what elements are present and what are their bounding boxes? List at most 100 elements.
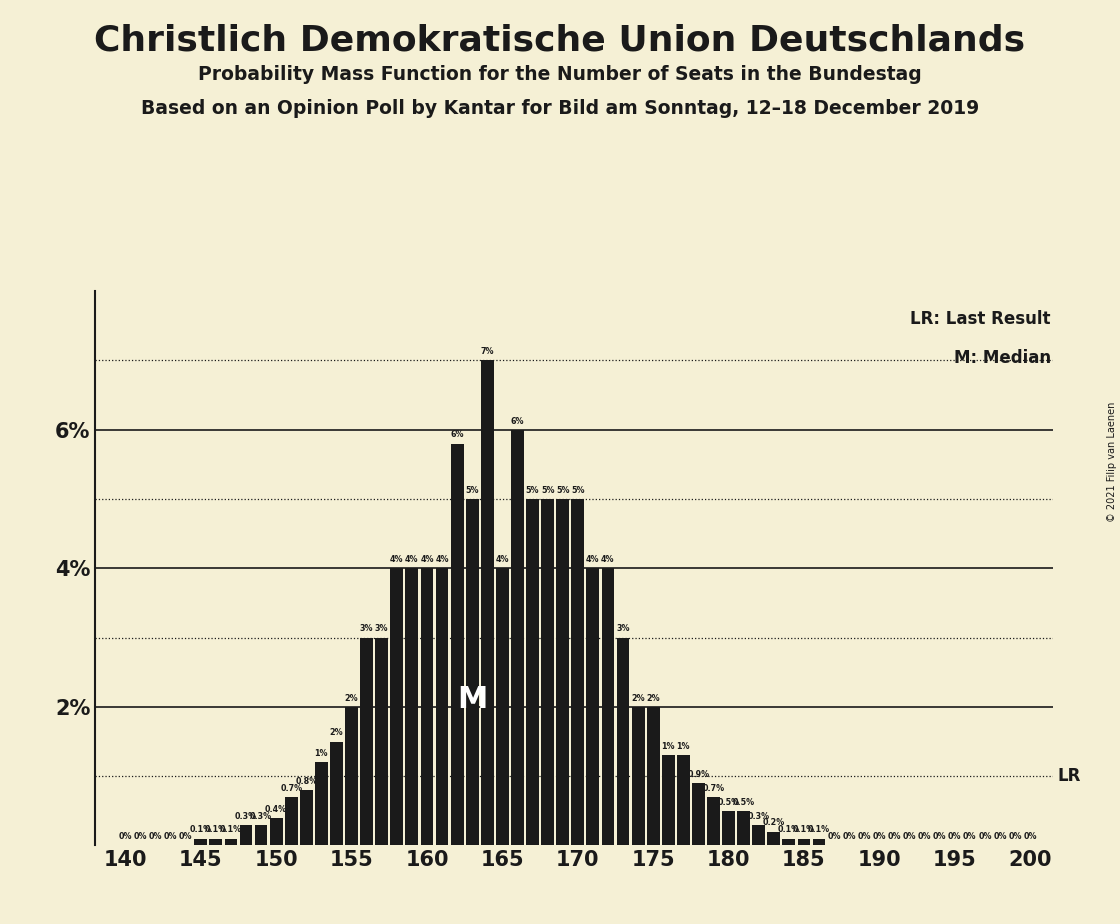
Text: 0.2%: 0.2% — [763, 819, 785, 828]
Text: 0.3%: 0.3% — [748, 811, 769, 821]
Text: Christlich Demokratische Union Deutschlands: Christlich Demokratische Union Deutschla… — [94, 23, 1026, 57]
Text: Based on an Opinion Poll by Kantar for Bild am Sonntag, 12–18 December 2019: Based on an Opinion Poll by Kantar for B… — [141, 99, 979, 118]
Text: 3%: 3% — [616, 625, 629, 634]
Text: 0%: 0% — [933, 833, 946, 841]
Bar — [692, 784, 704, 845]
Bar — [722, 811, 735, 845]
Text: 0%: 0% — [842, 833, 856, 841]
Bar — [315, 762, 328, 845]
Bar — [587, 568, 599, 845]
Text: LR: Last Result: LR: Last Result — [911, 310, 1051, 328]
Text: 6%: 6% — [511, 417, 524, 425]
Bar — [240, 824, 252, 845]
Text: 0.1%: 0.1% — [793, 825, 815, 834]
Bar — [391, 568, 403, 845]
Text: 0%: 0% — [963, 833, 977, 841]
Text: 0.3%: 0.3% — [250, 811, 272, 821]
Text: 0%: 0% — [133, 833, 147, 841]
Bar — [601, 568, 615, 845]
Text: M: M — [457, 686, 487, 714]
Text: LR: LR — [1057, 767, 1081, 785]
Bar — [330, 741, 343, 845]
Bar — [646, 707, 660, 845]
Bar — [450, 444, 464, 845]
Text: 3%: 3% — [360, 625, 373, 634]
Bar — [737, 811, 750, 845]
Text: 0.5%: 0.5% — [718, 797, 739, 807]
Text: 0.1%: 0.1% — [777, 825, 800, 834]
Bar — [707, 796, 720, 845]
Text: 0.1%: 0.1% — [220, 825, 242, 834]
Bar — [254, 824, 268, 845]
Text: 0.8%: 0.8% — [296, 777, 317, 785]
Text: 2%: 2% — [646, 694, 660, 702]
Bar — [571, 499, 585, 845]
Bar — [541, 499, 554, 845]
Bar — [753, 824, 765, 845]
Text: 4%: 4% — [420, 555, 433, 564]
Text: 0.1%: 0.1% — [808, 825, 830, 834]
Text: 0%: 0% — [119, 833, 132, 841]
Text: 1%: 1% — [315, 749, 328, 758]
Text: 3%: 3% — [375, 625, 389, 634]
Text: 0.1%: 0.1% — [189, 825, 212, 834]
Text: 4%: 4% — [436, 555, 449, 564]
Bar — [557, 499, 569, 845]
Bar — [361, 638, 373, 845]
Bar — [195, 839, 207, 845]
Text: 2%: 2% — [329, 728, 344, 737]
Bar — [466, 499, 478, 845]
Bar — [375, 638, 389, 845]
Bar — [767, 832, 781, 845]
Bar — [496, 568, 508, 845]
Text: © 2021 Filip van Laenen: © 2021 Filip van Laenen — [1107, 402, 1117, 522]
Text: 0%: 0% — [888, 833, 902, 841]
Text: 0%: 0% — [903, 833, 916, 841]
Text: 6%: 6% — [450, 431, 464, 439]
Text: 7%: 7% — [480, 347, 494, 356]
Text: 1%: 1% — [676, 742, 690, 751]
Bar — [300, 790, 312, 845]
Text: 1%: 1% — [662, 742, 675, 751]
Text: 4%: 4% — [601, 555, 615, 564]
Text: 4%: 4% — [586, 555, 599, 564]
Text: 0%: 0% — [993, 833, 1007, 841]
Text: 0%: 0% — [164, 833, 177, 841]
Text: 4%: 4% — [405, 555, 419, 564]
Text: 0%: 0% — [872, 833, 886, 841]
Bar — [632, 707, 644, 845]
Bar — [676, 756, 690, 845]
Bar — [420, 568, 433, 845]
Bar — [405, 568, 418, 845]
Text: M: Median: M: Median — [954, 349, 1051, 367]
Bar — [436, 568, 448, 845]
Text: 2%: 2% — [632, 694, 645, 702]
Bar — [511, 430, 524, 845]
Text: 0%: 0% — [1024, 833, 1037, 841]
Text: Probability Mass Function for the Number of Seats in the Bundestag: Probability Mass Function for the Number… — [198, 65, 922, 84]
Text: 4%: 4% — [496, 555, 510, 564]
Text: 0%: 0% — [918, 833, 932, 841]
Bar — [480, 360, 494, 845]
Bar — [284, 796, 298, 845]
Text: 0.7%: 0.7% — [702, 784, 725, 793]
Text: 0%: 0% — [1008, 833, 1021, 841]
Bar — [526, 499, 539, 845]
Text: 0.1%: 0.1% — [205, 825, 227, 834]
Text: 0%: 0% — [149, 833, 162, 841]
Text: 0%: 0% — [948, 833, 962, 841]
Text: 5%: 5% — [571, 486, 585, 495]
Bar — [662, 756, 674, 845]
Text: 0.9%: 0.9% — [688, 770, 709, 779]
Bar — [209, 839, 222, 845]
Bar — [783, 839, 795, 845]
Text: 5%: 5% — [556, 486, 569, 495]
Bar — [270, 818, 282, 845]
Text: 4%: 4% — [390, 555, 403, 564]
Text: 0.7%: 0.7% — [280, 784, 302, 793]
Text: 0.3%: 0.3% — [235, 811, 258, 821]
Text: 0%: 0% — [179, 833, 193, 841]
Text: 5%: 5% — [541, 486, 554, 495]
Bar — [224, 839, 237, 845]
Text: 5%: 5% — [466, 486, 479, 495]
